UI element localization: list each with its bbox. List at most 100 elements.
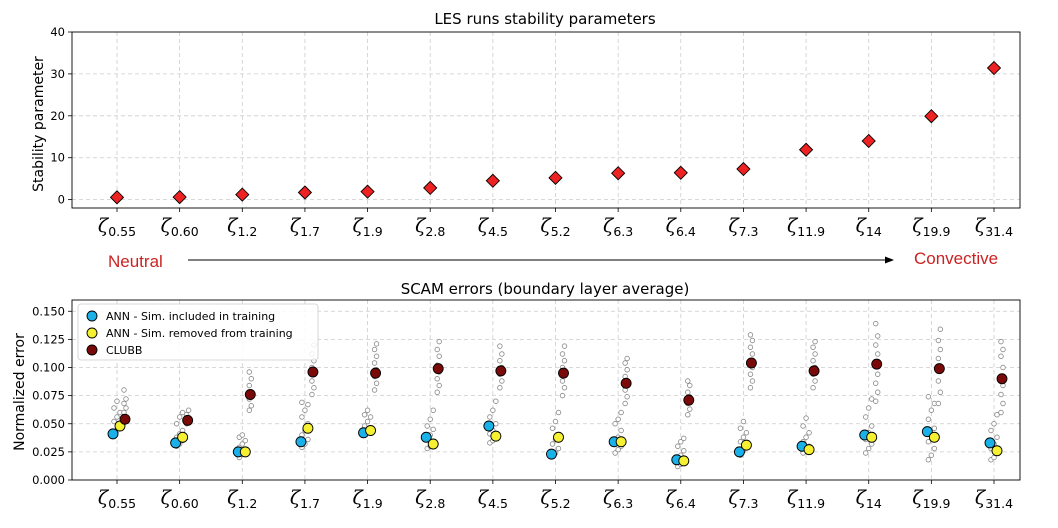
tick-subscript: 14 — [866, 496, 882, 511]
tick-subscript: 19.9 — [923, 496, 951, 511]
bottom-y-tick-label: 0.050 — [32, 417, 65, 431]
ann-member-point — [675, 443, 681, 449]
regime-annotation: Neutral Convective — [108, 249, 998, 271]
clubb-member-point — [434, 389, 440, 395]
clubb-member-point — [935, 355, 942, 362]
clubb-member-point — [559, 392, 566, 399]
clubb-member-point — [937, 326, 944, 332]
clubb-member-point — [309, 378, 315, 384]
tick-subscript: 7.3 — [739, 496, 759, 511]
ann-removed-marker — [239, 446, 251, 458]
ann-member-point — [803, 434, 809, 440]
legend: ANN - Sim. included in training ANN - Sim… — [77, 303, 319, 361]
ann-member-point — [111, 405, 117, 411]
clubb-member-point — [248, 376, 254, 382]
ann-included-marker — [295, 436, 307, 448]
clubb-member-point — [747, 385, 754, 391]
ann-member-point — [931, 445, 938, 452]
tick-subscript: 0.60 — [171, 224, 199, 239]
ann-included-marker — [733, 446, 745, 458]
clubb-member-point — [749, 378, 756, 384]
clubb-member-point — [875, 371, 881, 377]
top-x-tick-label: ζ6.4 — [666, 215, 696, 239]
clubb-member-point — [1000, 364, 1006, 371]
ann-member-point — [612, 450, 618, 456]
clubb-member-point — [749, 337, 756, 344]
ann-member-point — [863, 450, 869, 456]
bottom-y-tick-label: 0.025 — [32, 445, 65, 459]
stability-diamond-marker — [861, 133, 876, 149]
top-x-tick-label: ζ0.60 — [161, 215, 199, 239]
clubb-member-point — [246, 369, 252, 375]
ann-member-point — [179, 409, 186, 416]
stability-diamond-marker — [360, 184, 375, 199]
ann-member-point — [931, 425, 938, 431]
ann-member-point — [305, 401, 311, 408]
stability-diamond-marker — [548, 170, 563, 185]
ann-member-point — [737, 425, 744, 431]
clubb-member-point — [434, 376, 440, 382]
stability-diamond-marker — [611, 166, 626, 181]
tick-subscript: 0.60 — [171, 496, 199, 511]
ann-member-point — [114, 398, 120, 404]
clubb-member-point — [998, 353, 1004, 359]
ann-member-point — [490, 407, 496, 413]
clubb-member-point — [935, 378, 942, 384]
clubb-member-point — [998, 391, 1004, 398]
ann-member-point — [678, 439, 684, 445]
clubb-member-point — [1000, 400, 1006, 407]
bottom-chart-title: SCAM errors (boundary layer average) — [401, 280, 690, 298]
top-gridlines — [72, 31, 1020, 208]
clubb-member-point — [749, 351, 756, 357]
top-x-tick-label: ζ4.5 — [478, 215, 508, 239]
ann-member-point — [612, 421, 618, 427]
tick-subscript: 14 — [866, 224, 882, 239]
ann-member-point — [806, 430, 812, 436]
bottom-x-tick-label: ζ4.5 — [478, 487, 508, 511]
clubb-member-point — [561, 385, 568, 391]
clubb-member-point — [497, 343, 503, 349]
bottom-x-tick-label: ζ1.2 — [227, 487, 257, 511]
clubb-member-point — [371, 346, 378, 353]
clubb-member-point — [121, 400, 127, 407]
stability-diamond-marker — [798, 142, 814, 157]
clubb-marker — [808, 365, 820, 377]
clubb-member-point — [747, 371, 754, 377]
ann-removed-marker — [553, 431, 564, 443]
clubb-member-point — [497, 385, 503, 391]
clubb-marker — [495, 365, 507, 377]
stability-diamond-marker — [297, 185, 313, 200]
clubb-member-point — [371, 360, 378, 366]
ann-member-point — [242, 437, 248, 444]
bottom-y-tick-label: 0.150 — [32, 304, 65, 318]
neutral-label: Neutral — [108, 252, 163, 271]
clubb-member-point — [747, 344, 754, 350]
bottom-x-tick-label: ζ5.2 — [540, 487, 570, 511]
ann-member-point — [866, 405, 872, 411]
ann-member-point — [743, 430, 750, 436]
clubb-marker — [871, 358, 883, 370]
top-x-tick-label: ζ2.8 — [415, 215, 445, 239]
tick-subscript: 31.4 — [985, 496, 1013, 511]
clubb-member-point — [998, 409, 1004, 416]
ann-removed-marker — [427, 438, 439, 450]
ann-member-point — [991, 421, 997, 427]
ann-member-point — [740, 434, 747, 440]
ann-member-point — [866, 445, 872, 452]
bottom-x-tick-label: ζ6.3 — [603, 487, 633, 511]
clubb-marker — [745, 357, 757, 369]
clubb-member-point — [624, 367, 630, 373]
tick-subscript: 6.4 — [676, 224, 696, 239]
top-x-tick-label: ζ19.9 — [912, 215, 950, 239]
bottom-x-tick-label: ζ2.8 — [415, 487, 445, 511]
bottom-y-tick-label: 0.100 — [32, 361, 65, 375]
top-x-tick-label: ζ1.7 — [290, 215, 320, 239]
clubb-member-point — [497, 358, 503, 364]
ann-included-marker — [420, 431, 432, 443]
ann-member-point — [549, 425, 556, 431]
tick-subscript: 0.55 — [108, 496, 136, 511]
ann-member-point — [302, 407, 308, 413]
legend-marker — [86, 327, 98, 339]
top-x-tick-label: ζ31.4 — [975, 215, 1013, 239]
ann-member-point — [994, 434, 1000, 440]
